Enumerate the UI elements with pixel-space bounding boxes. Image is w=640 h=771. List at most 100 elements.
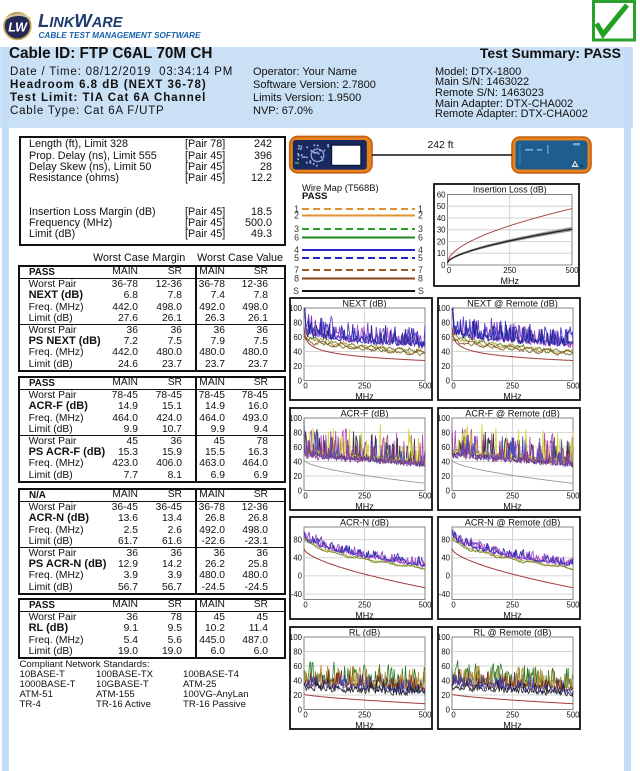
svg-text:MHz: MHz [503,610,522,620]
svg-text:0: 0 [298,376,303,385]
svg-text:80: 80 [441,536,450,545]
svg-text:6: 6 [418,233,423,243]
svg-text:MHz: MHz [355,610,374,620]
svg-text:MHz: MHz [355,391,374,401]
svg-text:-40: -40 [291,590,303,599]
svg-text:0: 0 [451,710,456,719]
svg-text:20: 20 [293,472,302,481]
svg-text:250: 250 [506,381,520,390]
svg-text:20: 20 [441,691,450,700]
svg-text:100: 100 [289,414,303,423]
svg-text:250: 250 [358,491,372,500]
svg-text:NEXT (dB): NEXT (dB) [342,298,386,308]
svg-text:80: 80 [293,536,302,545]
svg-text:RL (dB): RL (dB) [349,627,380,637]
svg-text:0: 0 [298,572,303,581]
svg-text:MHz: MHz [503,501,522,511]
svg-text:80: 80 [441,318,450,327]
svg-text:60: 60 [293,662,302,671]
svg-text:60: 60 [441,333,450,342]
svg-text:250: 250 [358,600,372,609]
svg-text:40: 40 [293,676,302,685]
svg-text:100: 100 [289,304,303,313]
svg-text:6: 6 [294,233,299,243]
svg-text:0: 0 [446,486,451,495]
svg-text:20: 20 [293,691,302,700]
svg-text:500: 500 [565,266,579,275]
svg-text:ACR-N (dB): ACR-N (dB) [340,517,389,527]
svg-text:S: S [418,286,424,296]
svg-text:ACR-F (dB): ACR-F (dB) [341,408,389,418]
svg-text:1: 1 [294,204,299,214]
svg-text:0: 0 [303,381,308,390]
svg-text:20: 20 [441,362,450,371]
svg-text:1: 1 [418,204,423,214]
svg-text:20: 20 [441,472,450,481]
svg-text:2: 2 [294,211,299,221]
svg-text:80: 80 [293,428,302,437]
svg-text:250: 250 [506,491,520,500]
svg-text:100: 100 [437,414,451,423]
svg-text:7: 7 [294,265,299,275]
svg-text:0: 0 [451,491,456,500]
svg-text:RL @ Remote (dB): RL @ Remote (dB) [474,627,552,637]
svg-text:250: 250 [503,266,517,275]
svg-text:250: 250 [358,710,372,719]
svg-text:20: 20 [293,362,302,371]
svg-text:80: 80 [441,428,450,437]
svg-text:40: 40 [293,554,302,563]
svg-text:10: 10 [437,249,446,258]
svg-text:0: 0 [446,572,451,581]
svg-text:8: 8 [294,274,299,284]
svg-text:60: 60 [441,443,450,452]
svg-text:0: 0 [298,705,303,714]
svg-text:MHz: MHz [503,720,522,730]
svg-text:100: 100 [437,304,451,313]
svg-text:3: 3 [418,224,423,234]
svg-text:500: 500 [566,600,580,609]
svg-text:40: 40 [441,347,450,356]
svg-text:0: 0 [451,600,456,609]
svg-text:60: 60 [441,662,450,671]
svg-text:500: 500 [418,710,432,719]
svg-text:50: 50 [437,202,446,211]
svg-text:250: 250 [506,600,520,609]
svg-text:40: 40 [293,457,302,466]
svg-text:100: 100 [437,633,451,642]
svg-text:60: 60 [437,190,446,199]
svg-text:0: 0 [303,600,308,609]
svg-text:NEXT @ Remote (dB): NEXT @ Remote (dB) [467,298,558,308]
svg-text:MHz: MHz [501,276,520,286]
svg-text:40: 40 [441,457,450,466]
svg-text:S: S [293,286,299,296]
svg-text:ACR-N @ Remote (dB): ACR-N @ Remote (dB) [465,517,561,527]
svg-text:LW: LW [8,21,28,35]
svg-text:30: 30 [437,226,446,235]
svg-text:0: 0 [451,381,456,390]
svg-text:5: 5 [418,253,423,263]
svg-text:0: 0 [303,491,308,500]
svg-text:250: 250 [358,381,372,390]
svg-text:2: 2 [418,211,423,221]
svg-text:40: 40 [441,554,450,563]
svg-text:500: 500 [418,491,432,500]
svg-text:500: 500 [418,381,432,390]
svg-text:0: 0 [447,266,452,275]
svg-text:MHz: MHz [355,720,374,730]
svg-text:3: 3 [294,224,299,234]
svg-text:20: 20 [437,237,446,246]
svg-text:40: 40 [293,347,302,356]
svg-text:Insertion Loss (dB): Insertion Loss (dB) [473,184,547,194]
svg-text:MHz: MHz [503,391,522,401]
svg-text:60: 60 [293,443,302,452]
svg-text:500: 500 [418,600,432,609]
svg-text:0: 0 [441,261,446,270]
svg-text:80: 80 [293,318,302,327]
svg-text:0: 0 [303,710,308,719]
svg-text:80: 80 [293,647,302,656]
svg-text:7: 7 [418,265,423,275]
svg-text:8: 8 [418,274,423,284]
svg-text:0: 0 [446,376,451,385]
svg-text:40: 40 [437,214,446,223]
svg-text:80: 80 [441,647,450,656]
